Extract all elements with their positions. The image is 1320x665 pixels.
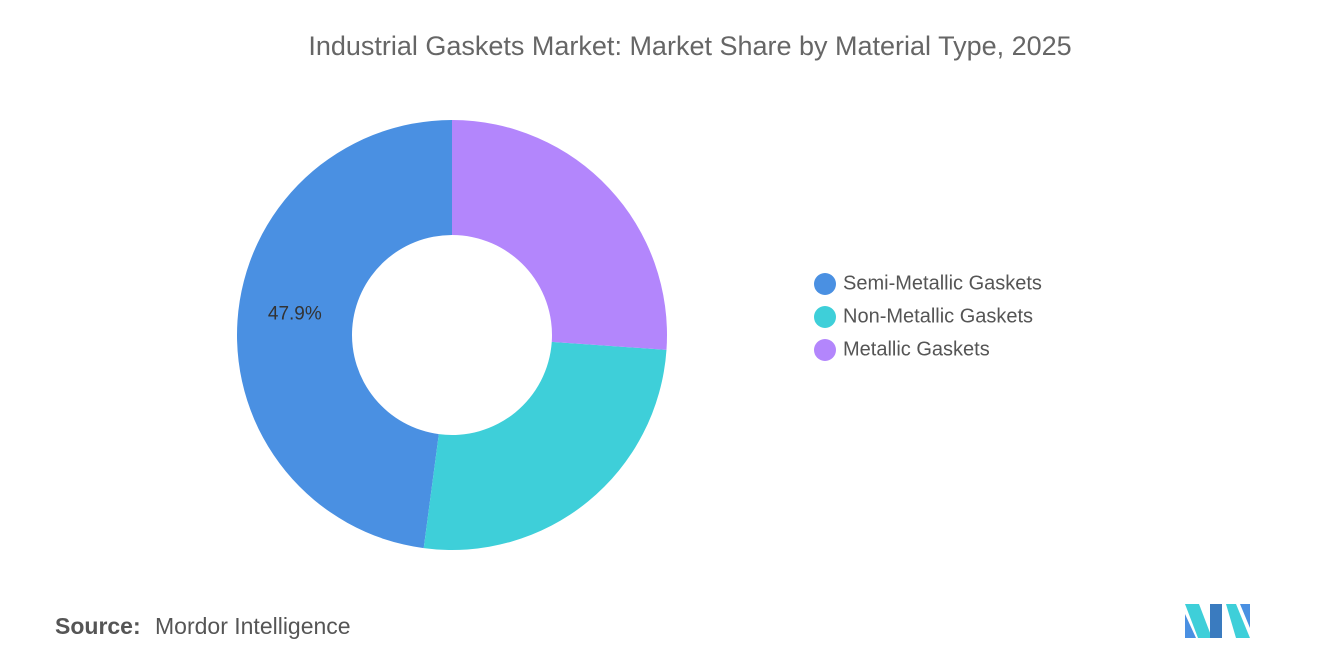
source: Mordor Intelligence: [155, 613, 351, 639]
value-label: 47.9%: [268, 304, 322, 325]
donut-slice: [452, 120, 667, 350]
donut-slice: [236, 120, 452, 549]
legend-label: Semi-Metallic Gaskets: [843, 272, 1042, 294]
legend-label: Metallic Gaskets: [843, 338, 990, 360]
legend-marker: [814, 273, 836, 295]
logo: [1185, 604, 1250, 638]
legend-marker: [814, 339, 836, 361]
source-label: Source:: [55, 613, 141, 639]
donut-slice: [423, 341, 667, 550]
legend-label: Non-Metallic Gaskets: [843, 305, 1033, 327]
chart-title: Industrial Gaskets Market: Market Share …: [308, 31, 1071, 61]
legend-marker: [814, 306, 836, 328]
